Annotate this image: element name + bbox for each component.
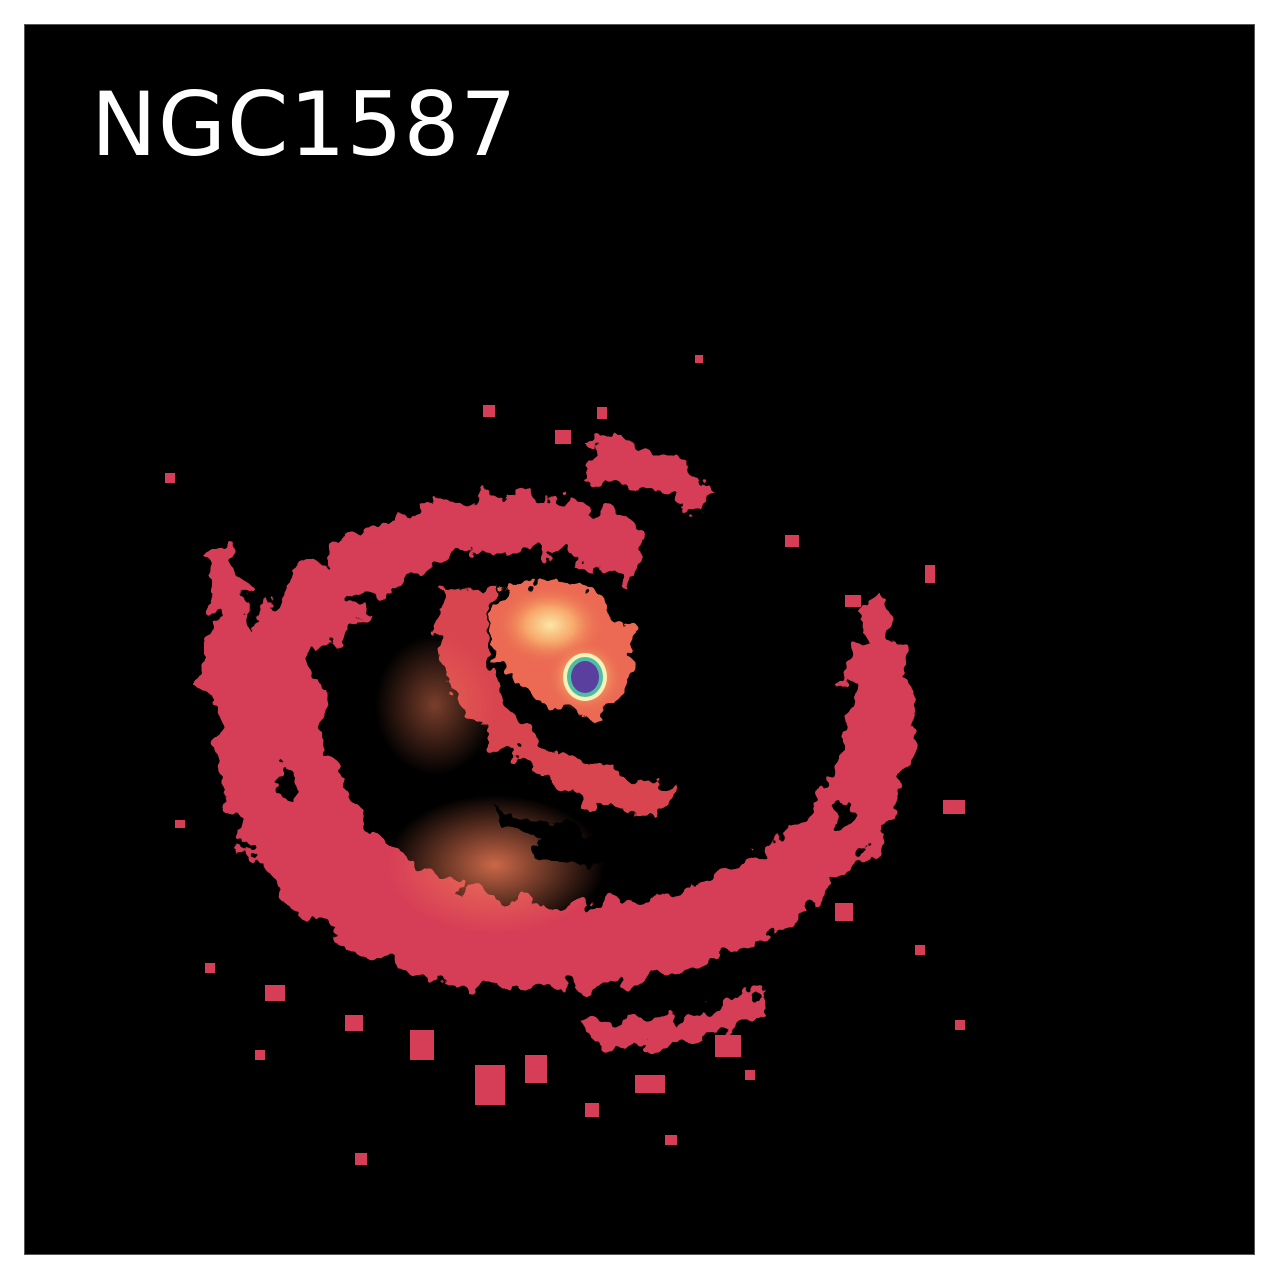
galaxy-emission-map [165, 355, 965, 1165]
emission-voids [271, 593, 859, 868]
emission-fragments [165, 355, 965, 1165]
image-frame: NGC1587 [24, 24, 1255, 1255]
galaxy-nucleus [563, 653, 607, 701]
emission-outer-arm [195, 442, 916, 1049]
galaxy-name-label: NGC1587 [91, 73, 518, 176]
galaxy-core-region [489, 579, 632, 715]
